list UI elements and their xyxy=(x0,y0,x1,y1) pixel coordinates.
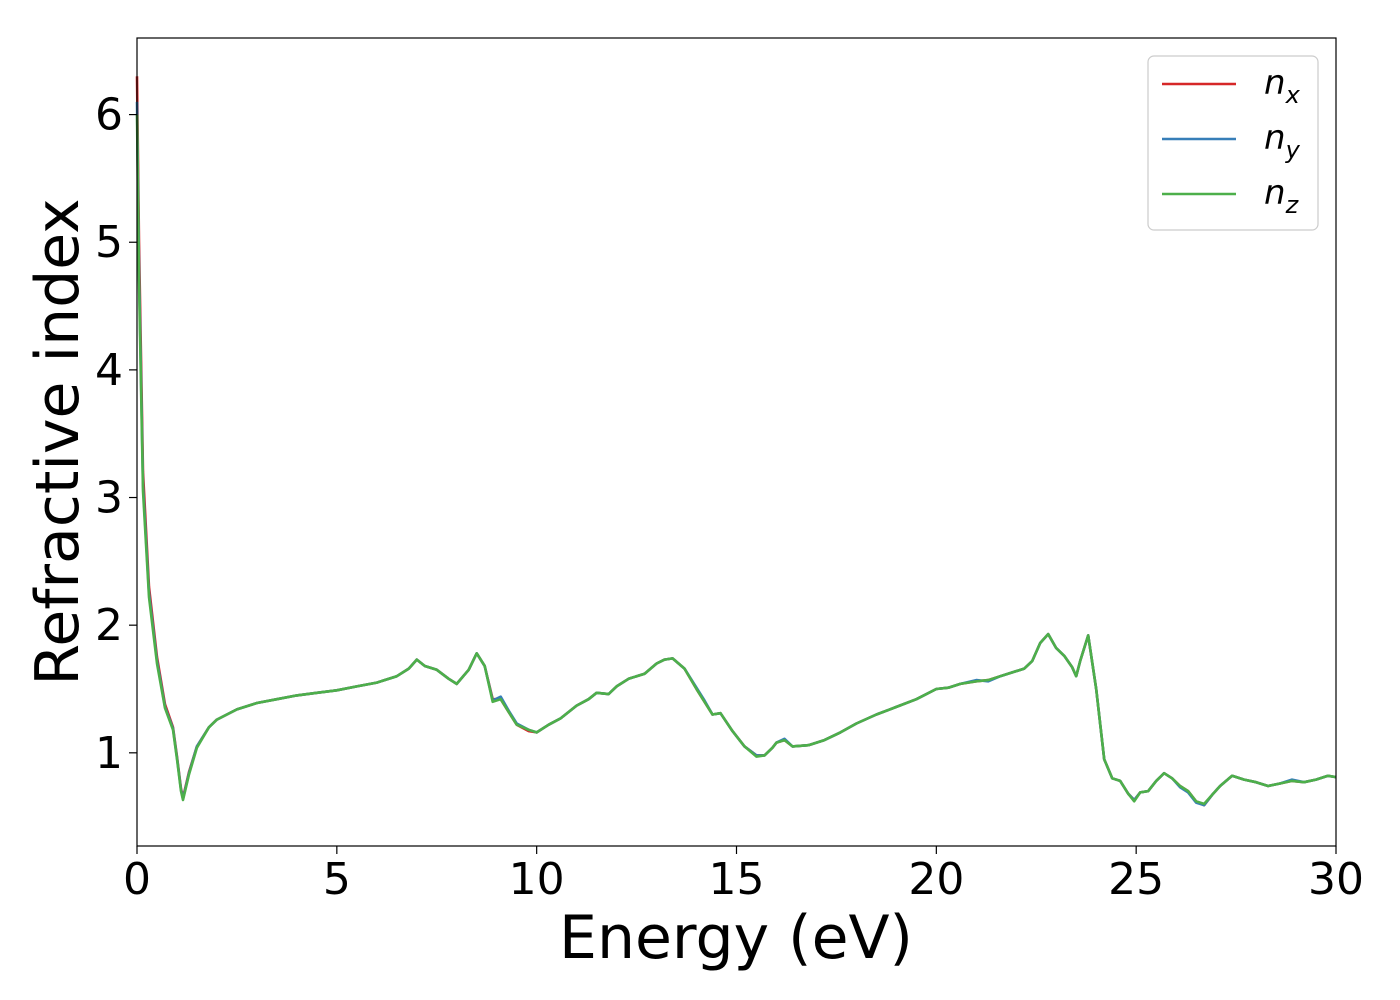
y-tick-label: 4 xyxy=(95,345,123,396)
y-axis-ticks: 1 2 3 4 5 6 xyxy=(95,90,137,779)
legend-box xyxy=(1147,55,1319,231)
y-axis-label: Refractive index xyxy=(23,198,93,685)
y-tick-label: 5 xyxy=(95,217,123,268)
x-tick-label: 10 xyxy=(509,854,565,905)
x-tick-label: 15 xyxy=(709,854,765,905)
series-layer xyxy=(135,76,1337,807)
x-tick-label: 25 xyxy=(1108,854,1164,905)
y-tick-label: 3 xyxy=(95,473,123,524)
x-tick-label: 20 xyxy=(908,854,964,905)
y-tick-label: 2 xyxy=(95,600,123,651)
x-tick-label: 0 xyxy=(123,854,151,905)
y-tick-label: 6 xyxy=(95,90,123,141)
series-line-nz xyxy=(135,114,1337,806)
y-tick-label: 1 xyxy=(95,728,123,779)
x-tick-label: 5 xyxy=(323,854,351,905)
x-axis-ticks: 0 5 10 15 20 25 30 xyxy=(123,846,1364,905)
x-axis-label: Energy (eV) xyxy=(559,903,913,973)
plot-background xyxy=(137,38,1336,846)
x-tick-label: 30 xyxy=(1308,854,1364,905)
